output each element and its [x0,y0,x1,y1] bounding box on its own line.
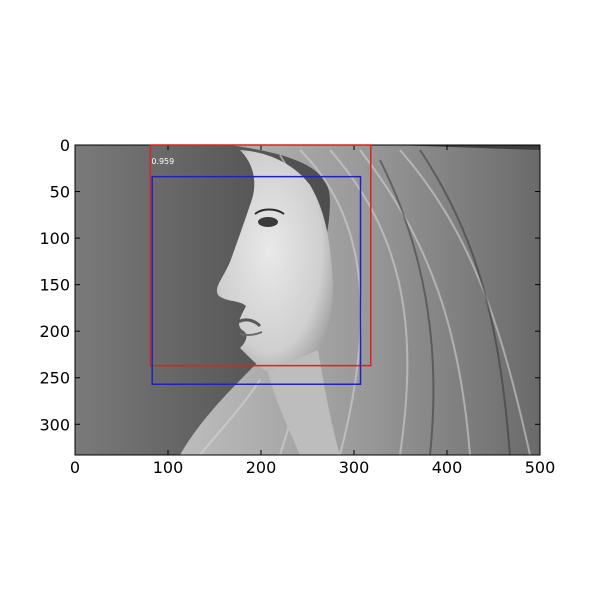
y-tick-label: 0 [60,136,70,155]
y-tick-label: 200 [39,322,70,341]
axis-ticks: 0 100 200 300 400 500 0 50 100 150 200 250 300 [39,136,555,477]
y-tick-label: 150 [39,276,70,295]
detection-score-label: 0.959 [151,157,174,166]
y-tick-label: 100 [39,229,70,248]
x-tick-label: 400 [432,458,463,477]
x-tick-label: 100 [153,458,184,477]
ground-truth-box-blue [151,175,362,385]
x-tick-label: 0 [70,458,80,477]
x-tick-label: 200 [246,458,277,477]
grayscale-portrait-photo [75,145,540,455]
y-tick-label: 50 [50,183,70,202]
x-tick-label: 500 [525,458,556,477]
y-tick-label: 300 [39,415,70,434]
detection-box-red [149,144,372,367]
y-tick-label: 250 [39,369,70,388]
bounding-boxes: 0.959 [149,144,372,385]
x-tick-label: 300 [339,458,370,477]
